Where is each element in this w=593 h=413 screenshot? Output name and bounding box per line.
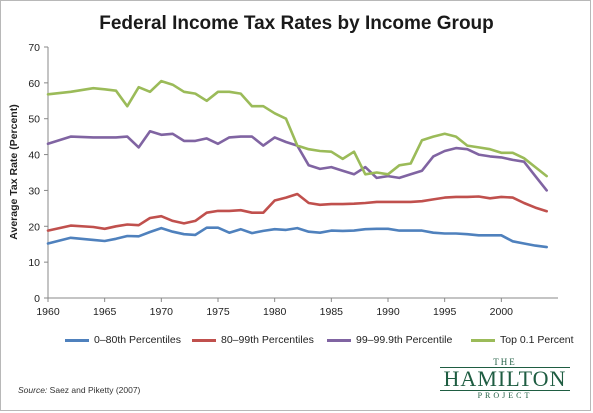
x-tick-label: 1970 (150, 306, 174, 318)
hamilton-project-logo: THE HAMILTON PROJECT (440, 357, 570, 403)
x-tick-label: 1960 (36, 306, 60, 318)
source-text: Saez and Piketty (2007) (49, 385, 141, 395)
chart-title: Federal Income Tax Rates by Income Group (99, 13, 494, 34)
source-label: Source: (18, 385, 48, 395)
legend-swatch (192, 338, 216, 342)
series-line-4 (46, 79, 549, 178)
logo-name: HAMILTON (440, 367, 570, 391)
x-tick-label: 2000 (490, 306, 514, 318)
source-note: Source: Saez and Piketty (2007) (18, 385, 140, 395)
legend-swatch (471, 338, 495, 342)
x-tick-label: 1965 (93, 306, 117, 318)
y-tick-label: 10 (28, 257, 40, 269)
y-tick-label: 70 (28, 42, 40, 54)
y-tick-label: 30 (28, 185, 40, 197)
y-tick-label: 50 (28, 114, 40, 126)
y-axis-label: Average Tax Rate (Percent) (8, 104, 20, 239)
x-tick-label: 1985 (320, 306, 344, 318)
y-tick-label: 0 (34, 293, 40, 305)
x-tick-label: 1995 (433, 306, 457, 318)
logo-project: PROJECT (477, 391, 533, 400)
legend-item-3: 99–99.9th Percentile (327, 332, 452, 348)
legend-label: 99–99.9th Percentile (356, 334, 453, 346)
legend-label: 80–99th Percentiles (221, 334, 314, 346)
y-tick-label: 20 (28, 221, 40, 233)
x-tick-label: 1990 (376, 306, 400, 318)
logo-the: THE (493, 357, 517, 367)
series-line-2 (46, 192, 549, 232)
series-line-1 (46, 226, 549, 249)
x-tick-label: 1975 (206, 306, 230, 318)
y-tick-label: 40 (28, 150, 40, 162)
legend-swatch (327, 338, 351, 342)
legend-label: 0–80th Percentiles (94, 334, 181, 346)
y-tick-label: 60 (28, 78, 40, 90)
legend-swatch (65, 338, 89, 342)
legend-item-1: 0–80th Percentiles (65, 332, 181, 348)
series-line-3 (46, 130, 549, 192)
legend-item-4: Top 0.1 Percent (471, 332, 574, 348)
x-tick-label: 1980 (263, 306, 287, 318)
legend: 0–80th Percentiles 80–99th Percentiles 99–… (65, 332, 585, 348)
legend-item-2: 80–99th Percentiles (192, 332, 314, 348)
legend-label: Top 0.1 Percent (500, 334, 574, 346)
